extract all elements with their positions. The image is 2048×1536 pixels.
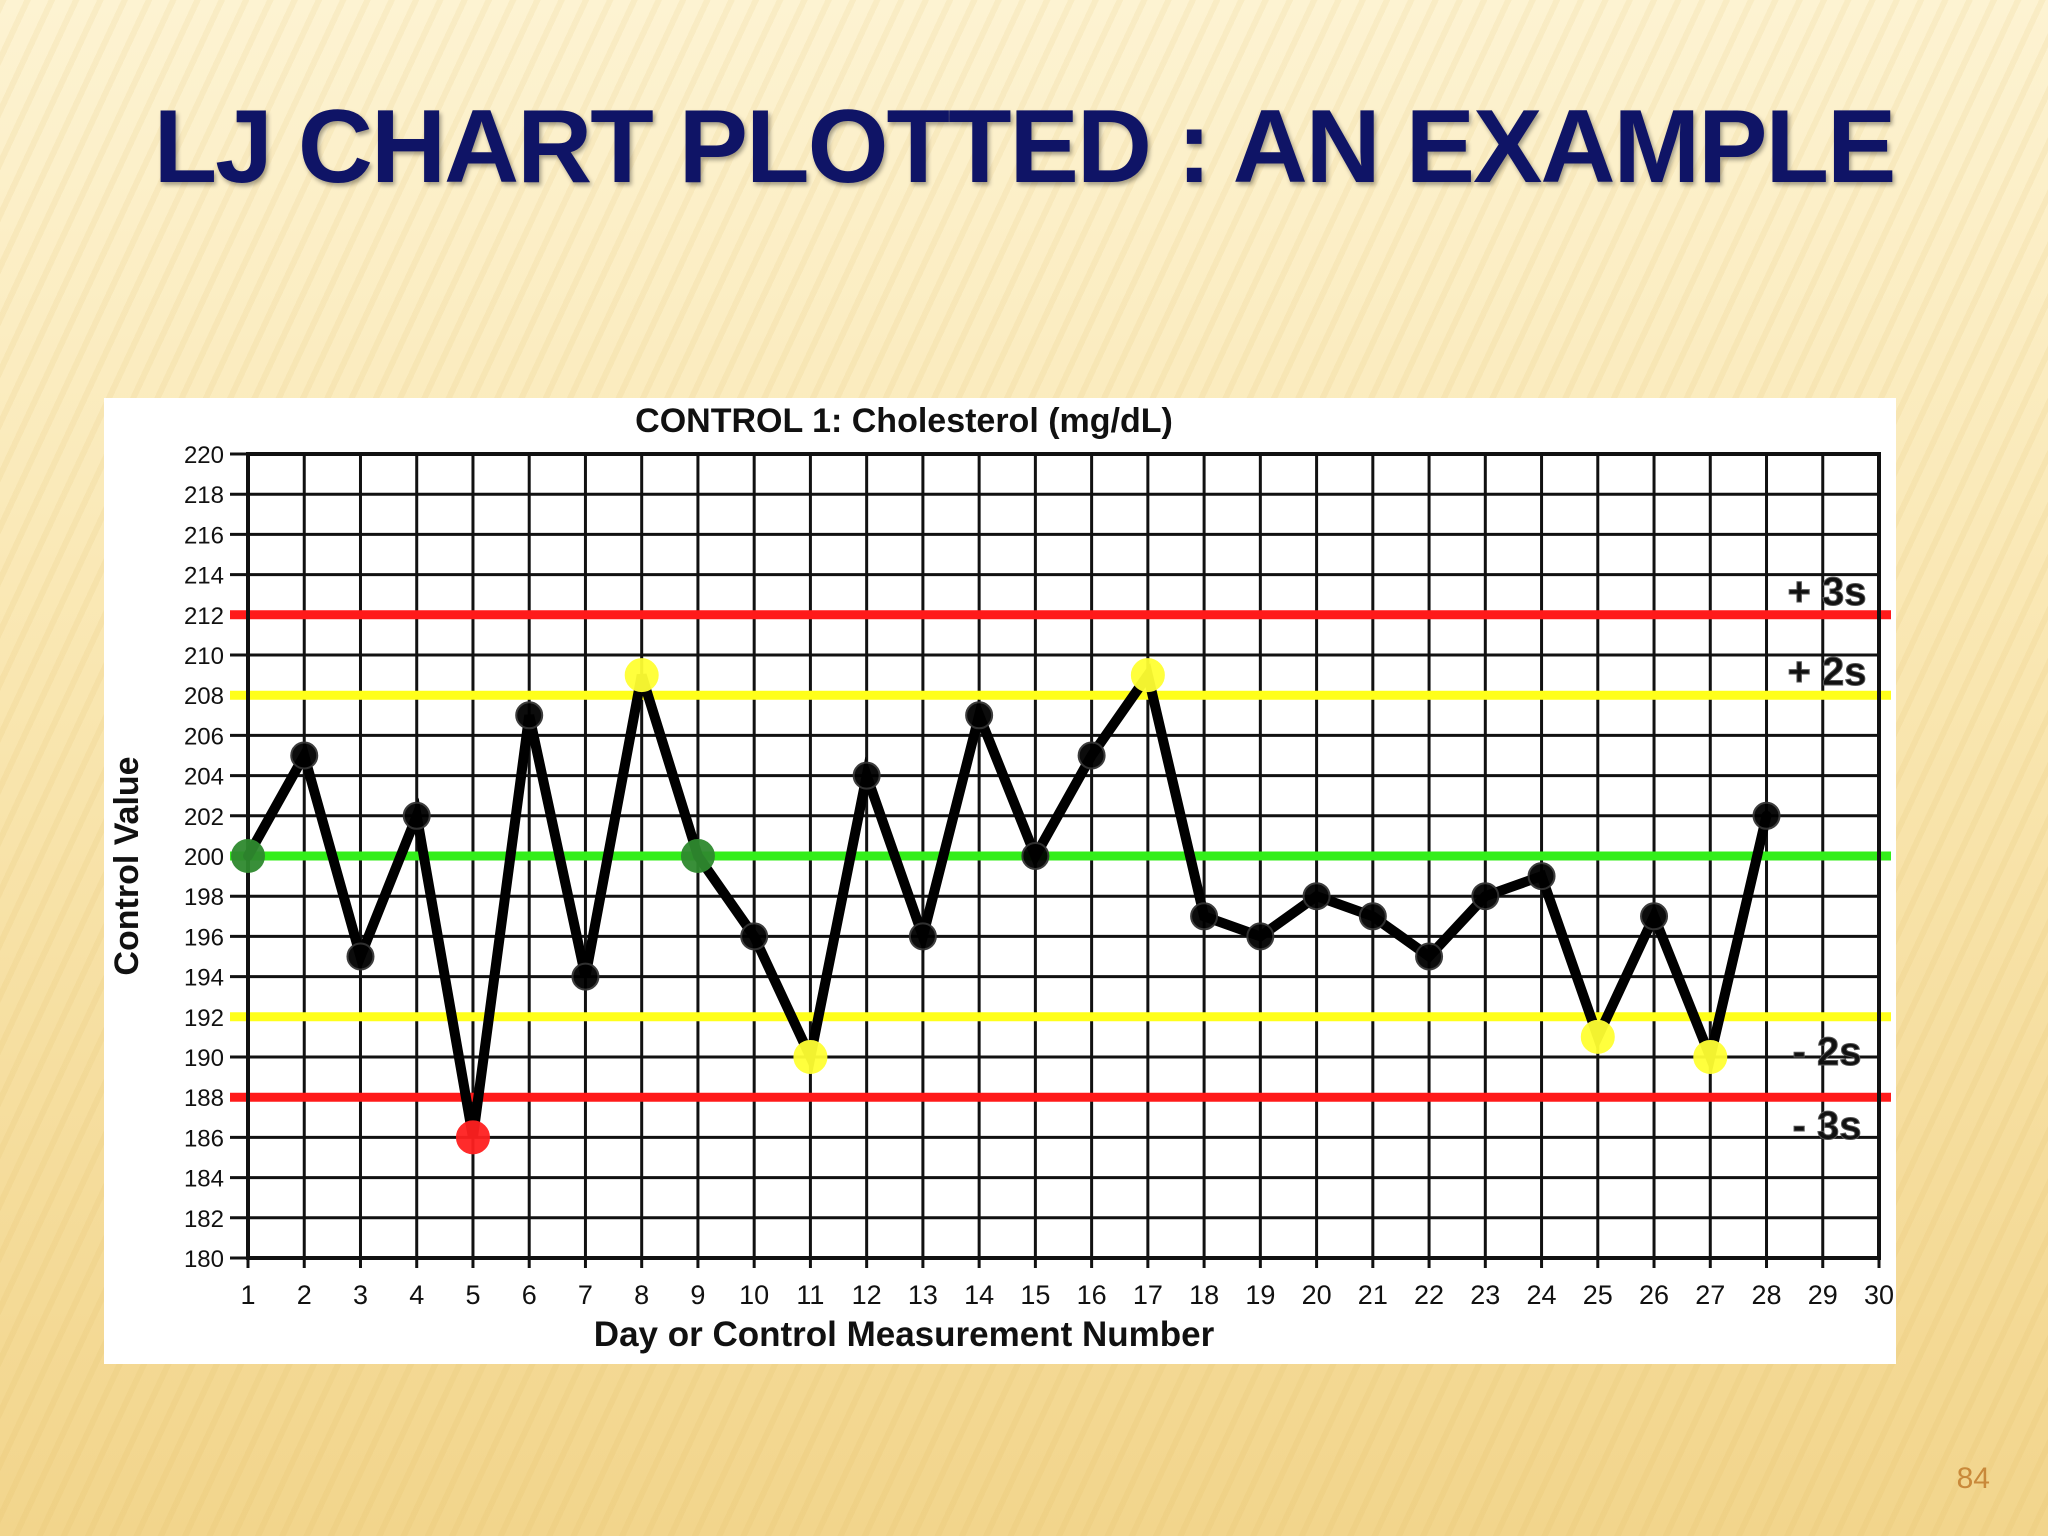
- limit-label: - 2s: [1793, 1030, 1862, 1074]
- y-tick-label: 214: [184, 563, 224, 590]
- x-tick-label: 7: [578, 1280, 593, 1310]
- limit-label: + 2s: [1788, 650, 1867, 694]
- limit-label: - 3s: [1793, 1104, 1862, 1148]
- y-tick-label: 186: [184, 1125, 224, 1152]
- x-tick-label: 29: [1808, 1280, 1838, 1310]
- data-point: [624, 658, 659, 693]
- data-point: [1130, 658, 1165, 693]
- data-points: [231, 658, 1781, 1155]
- x-tick-label: 23: [1470, 1280, 1500, 1310]
- chart-title: CONTROL 1: Cholesterol (mg/dL): [635, 402, 1173, 440]
- y-tick-label: 192: [184, 1005, 224, 1032]
- x-tick-label: 21: [1358, 1280, 1388, 1310]
- data-point: [680, 839, 715, 873]
- x-tick-label: 27: [1695, 1280, 1725, 1310]
- x-tick-label: 20: [1302, 1280, 1332, 1310]
- data-series: [243, 663, 1772, 1139]
- x-tick-label: 1: [240, 1280, 255, 1310]
- limit-label: + 3s: [1788, 570, 1867, 614]
- y-tick-label: 196: [184, 924, 224, 951]
- data-point: [852, 761, 881, 790]
- x-tick-label: 13: [908, 1280, 938, 1310]
- chart-panel: + 3s + 2s - 2s - 3s 1 2 3 4 5 6 7 8 9 10 11 12 13 14 15 16…: [104, 398, 1896, 1364]
- y-tick-label: 200: [184, 844, 224, 871]
- x-tick-label: 30: [1864, 1280, 1894, 1310]
- x-tick-label: 18: [1189, 1280, 1219, 1310]
- y-tick-label: 212: [184, 603, 224, 630]
- data-point: [1471, 882, 1500, 911]
- x-tick-label: 4: [409, 1280, 424, 1310]
- y-tick-label: 208: [184, 683, 224, 710]
- y-tick-label: 190: [184, 1045, 224, 1072]
- y-tick-label: 220: [184, 442, 224, 469]
- x-tick-label: 15: [1020, 1280, 1050, 1310]
- x-tick-label: 2: [297, 1280, 312, 1310]
- data-point: [455, 1120, 490, 1155]
- data-point: [290, 741, 319, 770]
- x-tick-label: 12: [852, 1280, 882, 1310]
- x-tick-label: 10: [739, 1280, 769, 1310]
- data-point: [1077, 741, 1106, 770]
- data-point: [1415, 942, 1444, 971]
- y-tick-label: 206: [184, 723, 224, 750]
- axes: 1 2 3 4 5 6 7 8 9 10 11 12 13 14 15 16 17 18 19 20 21 22 23 24 2…: [184, 442, 1894, 1310]
- series-line: [243, 663, 1772, 1139]
- y-axis-label: Control Value: [108, 756, 146, 975]
- x-axis-label: Day or Control Measurement Number: [594, 1315, 1215, 1354]
- data-point: [515, 701, 544, 730]
- lj-chart: + 3s+ 2s- 2s- 3s 1 2 3 4 5 6 7 8 9 10 11 12 13 14 15 16…: [108, 402, 1894, 1354]
- control-limit-lines: + 3s + 2s - 2s - 3s: [230, 569, 1891, 1149]
- x-tick-label: 14: [964, 1280, 994, 1310]
- data-point: [1527, 862, 1556, 891]
- x-tick-label: 3: [353, 1280, 368, 1310]
- x-tick-label: 25: [1583, 1280, 1613, 1310]
- data-point: [1580, 1019, 1615, 1054]
- x-tick-label: 11: [796, 1280, 824, 1310]
- data-point: [740, 922, 769, 951]
- x-tick-label: 9: [690, 1280, 705, 1310]
- data-point: [1752, 801, 1781, 830]
- x-tick-label: 19: [1245, 1280, 1275, 1310]
- data-point: [1693, 1040, 1728, 1074]
- y-tick-label: 194: [184, 965, 224, 992]
- data-point: [1190, 902, 1219, 931]
- y-tick-label: 204: [184, 764, 224, 791]
- data-point: [1246, 922, 1275, 951]
- data-point: [571, 962, 600, 991]
- slide-title: LJ CHART PLOTTED : AN EXAMPLE: [153, 89, 1897, 205]
- data-point: [231, 839, 265, 873]
- x-tick-label: 16: [1077, 1280, 1107, 1310]
- data-point: [965, 701, 994, 730]
- x-tick-label: 6: [522, 1280, 537, 1310]
- y-tick-label: 210: [184, 643, 224, 670]
- y-tick-label: 180: [184, 1246, 224, 1273]
- chart-labels: CONTROL 1: Cholesterol (mg/dL) Day or Co…: [108, 402, 1215, 1354]
- page-number: 84: [1956, 1462, 1990, 1495]
- x-tick-label: 28: [1751, 1280, 1781, 1310]
- y-tick-label: 184: [184, 1166, 224, 1193]
- y-tick-label: 218: [184, 482, 224, 509]
- data-point: [346, 942, 375, 971]
- x-tick-label: 22: [1414, 1280, 1444, 1310]
- x-tick-label: 17: [1133, 1280, 1163, 1310]
- data-point: [1358, 902, 1387, 931]
- x-tick-label: 5: [465, 1280, 480, 1310]
- y-tick-label: 198: [184, 884, 224, 911]
- y-tick-label: 216: [184, 522, 224, 549]
- data-point: [1021, 842, 1050, 870]
- y-tick-label: 182: [184, 1206, 224, 1233]
- y-tick-label: 188: [184, 1085, 224, 1112]
- data-point: [402, 801, 431, 830]
- x-tick-label: 26: [1639, 1280, 1669, 1310]
- x-tick-label: 8: [634, 1280, 649, 1310]
- data-point: [1302, 882, 1331, 911]
- data-point: [793, 1040, 828, 1074]
- data-point: [1640, 902, 1669, 931]
- x-tick-label: 24: [1527, 1280, 1557, 1310]
- data-point: [908, 922, 937, 951]
- y-tick-label: 202: [184, 804, 224, 831]
